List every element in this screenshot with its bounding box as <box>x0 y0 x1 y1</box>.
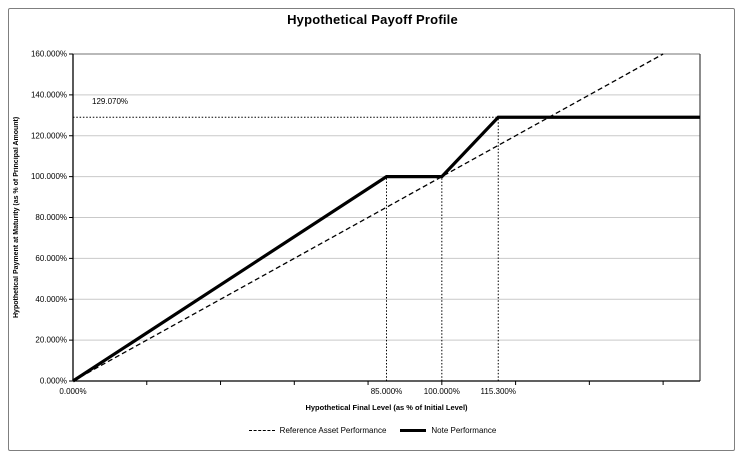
legend: Reference Asset Performance Note Perform… <box>0 426 745 435</box>
svg-text:60.000%: 60.000% <box>35 254 67 263</box>
x-axis-title: Hypothetical Final Level (as % of Initia… <box>305 403 468 412</box>
svg-text:120.000%: 120.000% <box>31 131 67 140</box>
chart-title: Hypothetical Payoff Profile <box>287 12 458 27</box>
svg-text:100.000%: 100.000% <box>424 387 460 396</box>
svg-text:115.300%: 115.300% <box>481 387 516 396</box>
svg-text:20.000%: 20.000% <box>35 336 67 345</box>
svg-text:0.000%: 0.000% <box>59 387 86 396</box>
svg-text:0.000%: 0.000% <box>40 377 67 386</box>
dashed-line-sample-icon <box>248 430 275 431</box>
svg-text:85.000%: 85.000% <box>371 387 403 396</box>
svg-text:140.000%: 140.000% <box>31 90 67 99</box>
solid-line-sample-icon <box>400 429 427 432</box>
svg-text:100.000%: 100.000% <box>31 172 67 181</box>
legend-item-reference-asset: Reference Asset Performance <box>248 426 387 435</box>
cap-level-annotation: 129.070% <box>92 97 129 106</box>
legend-item-note-performance: Note Performance <box>400 426 496 435</box>
svg-text:80.000%: 80.000% <box>35 213 67 222</box>
legend-label-reference-asset: Reference Asset Performance <box>279 426 387 435</box>
legend-label-note-performance: Note Performance <box>431 426 497 435</box>
svg-text:160.000%: 160.000% <box>31 50 67 59</box>
svg-text:40.000%: 40.000% <box>35 295 67 304</box>
